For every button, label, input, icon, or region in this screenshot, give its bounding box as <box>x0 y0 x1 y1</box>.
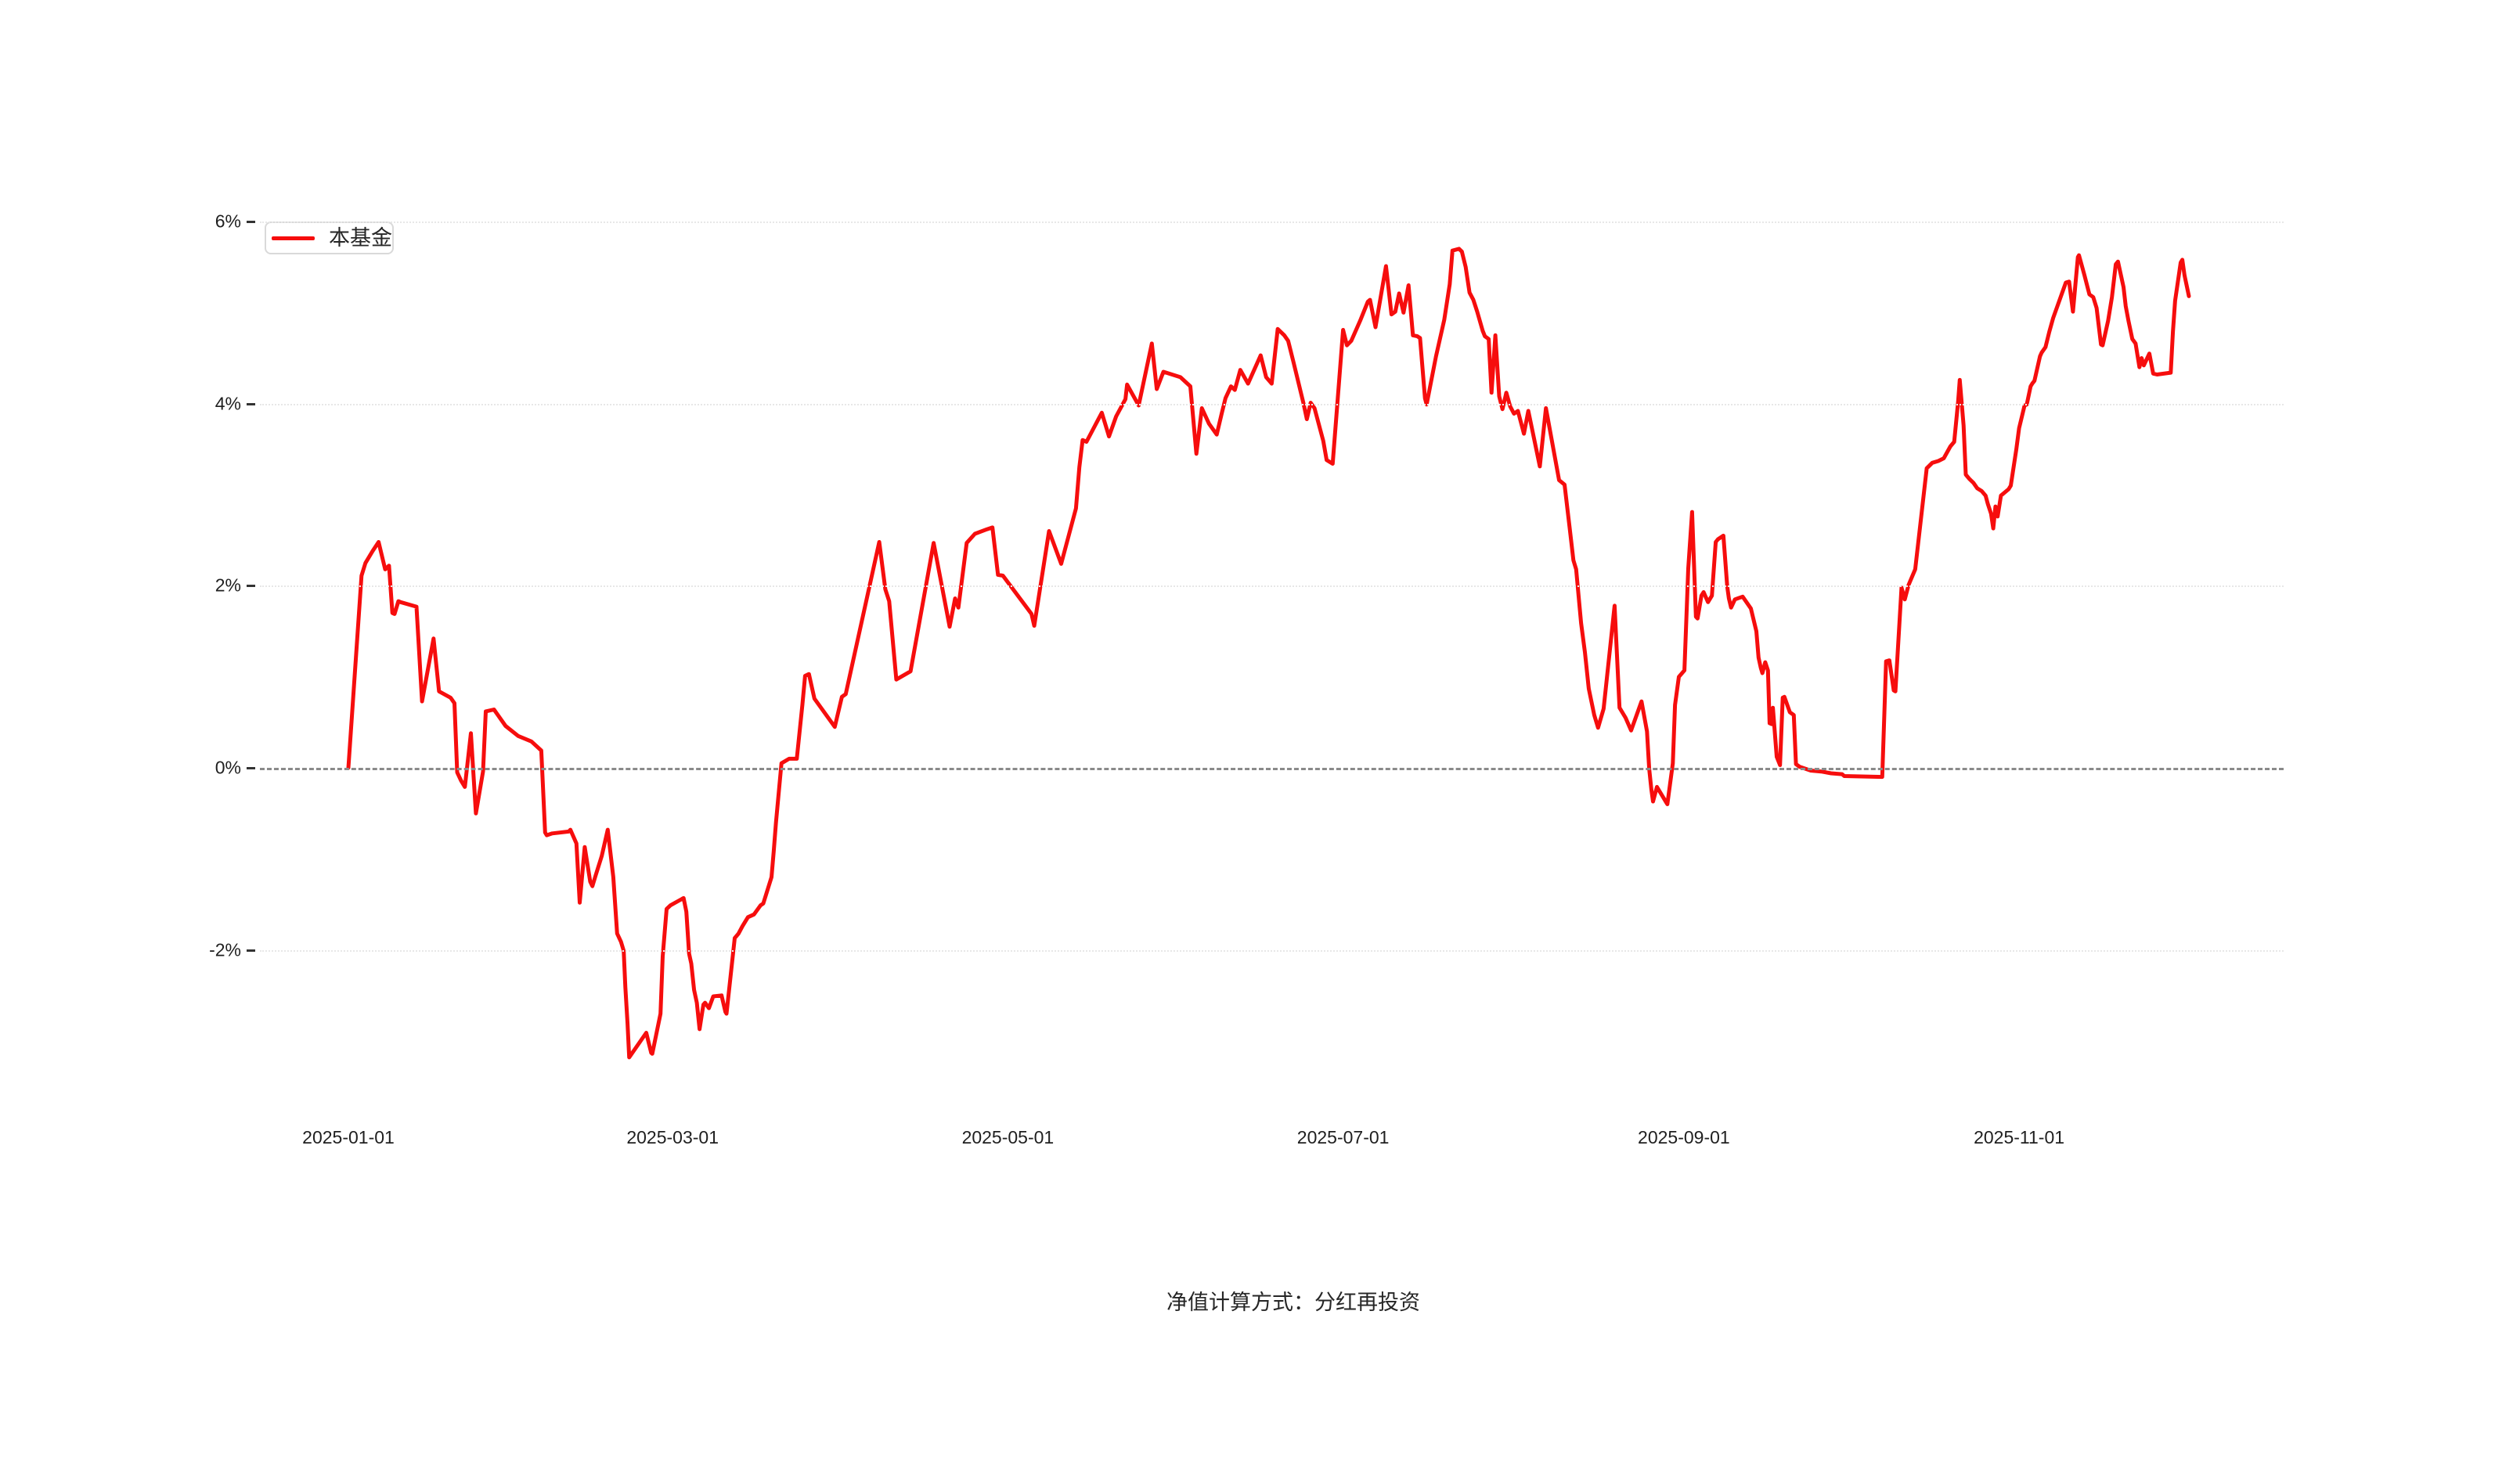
fund-line <box>346 247 2191 1060</box>
y-tick-mark--2% <box>247 949 255 952</box>
legend-label: 本基金 <box>329 225 392 250</box>
calculation-note: 净值计算方式：分红再投资 <box>1166 1291 1420 1314</box>
x-axis-label-2025-07-01: 2025-07-01 <box>1296 1127 1390 1147</box>
grid-line-0% <box>260 768 2284 770</box>
y-axis-label-4%: 4% <box>215 393 241 414</box>
y-axis-label-6%: 6% <box>215 211 241 232</box>
x-axis-label-2025-01-01: 2025-01-01 <box>302 1127 395 1147</box>
grid-line-2% <box>260 585 2284 588</box>
y-axis-label-2%: 2% <box>215 575 241 596</box>
y-tick-mark-0% <box>247 767 255 769</box>
grid-line--2% <box>260 949 2284 952</box>
y-axis-label--2%: -2% <box>209 939 241 960</box>
y-tick-mark-6% <box>247 221 255 224</box>
x-axis-label-2025-03-01: 2025-03-01 <box>626 1127 719 1147</box>
y-tick-mark-2% <box>247 585 255 588</box>
legend-line-swatch <box>272 236 315 240</box>
legend[interactable]: 本基金 <box>265 222 394 254</box>
x-axis-label-2025-11-01: 2025-11-01 <box>1974 1127 2065 1147</box>
grid-line-4% <box>260 403 2284 405</box>
x-axis-label-2025-05-01: 2025-05-01 <box>961 1127 1055 1147</box>
y-axis-label-0%: 0% <box>215 757 241 778</box>
y-tick-mark-4% <box>247 402 255 405</box>
grid-line-6% <box>260 222 2284 224</box>
x-axis-label-2025-09-01: 2025-09-01 <box>1638 1127 1730 1147</box>
